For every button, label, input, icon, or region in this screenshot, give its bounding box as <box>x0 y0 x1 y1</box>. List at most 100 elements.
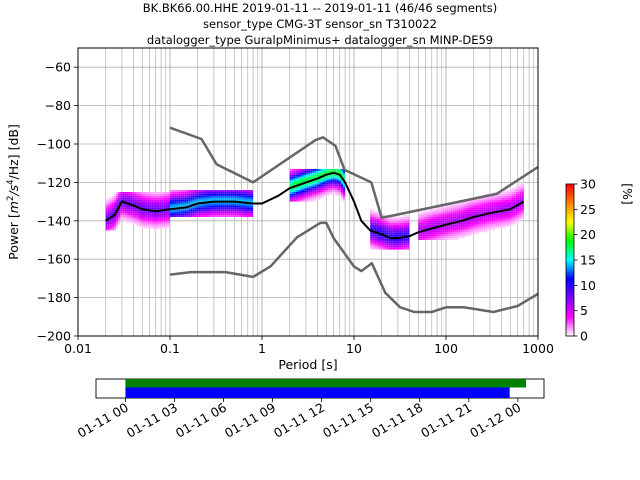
density-cell <box>422 238 425 240</box>
density-cell <box>186 213 189 216</box>
density-cell <box>176 203 179 206</box>
density-cell <box>116 195 119 198</box>
density-cell <box>407 232 410 235</box>
density-cell <box>240 192 243 194</box>
density-cell <box>136 201 139 204</box>
density-cell <box>120 197 123 200</box>
density-cell <box>163 205 166 208</box>
density-cell <box>376 216 379 219</box>
density-cell <box>136 197 139 200</box>
density-cell <box>462 234 465 237</box>
density-cell <box>124 211 127 214</box>
density-cell <box>434 216 437 219</box>
density-cell <box>401 238 404 240</box>
density-cell <box>186 192 189 194</box>
density-cell <box>291 180 294 183</box>
density-cell <box>446 224 449 227</box>
density-cell <box>299 170 303 173</box>
density-cell <box>464 232 467 235</box>
density-cell <box>370 245 373 248</box>
density-cell <box>149 218 152 221</box>
density-cell <box>109 201 112 204</box>
density-cell <box>186 203 189 206</box>
density-cell <box>517 184 520 187</box>
density-cell <box>519 186 522 189</box>
density-cell <box>236 213 239 216</box>
density-cell <box>332 174 335 177</box>
density-cell <box>234 211 237 214</box>
density-cell <box>234 197 237 200</box>
density-cell <box>418 234 421 237</box>
density-cell <box>503 195 506 198</box>
density-cell <box>153 192 156 194</box>
density-cell <box>436 234 439 237</box>
density-cell <box>178 193 181 196</box>
density-cell <box>206 207 209 210</box>
density-cell <box>226 195 229 198</box>
density-cell <box>392 220 395 223</box>
density-cell <box>479 216 482 219</box>
density-cell <box>466 228 469 231</box>
density-cell <box>464 203 467 206</box>
density-cell <box>312 190 315 192</box>
density-cell <box>503 205 506 208</box>
density-cell <box>448 236 451 239</box>
density-cell <box>426 234 429 237</box>
density-cell <box>220 205 223 208</box>
density-cell <box>306 176 309 179</box>
density-cell <box>111 209 114 212</box>
density-cell <box>491 199 494 202</box>
density-cell <box>208 207 211 210</box>
density-cell <box>251 199 254 202</box>
density-cell <box>126 211 129 214</box>
density-cell <box>172 201 175 204</box>
density-cell <box>446 220 449 223</box>
density-cell <box>165 203 168 206</box>
density-cell <box>452 207 455 210</box>
density-cell <box>436 215 439 217</box>
density-cell <box>151 215 154 217</box>
density-cell <box>212 207 215 210</box>
density-cell <box>238 207 241 210</box>
density-cell <box>151 203 154 206</box>
density-cell <box>184 192 187 194</box>
density-cell <box>477 222 480 225</box>
density-cell <box>432 209 435 212</box>
density-cell <box>487 226 490 229</box>
density-cell <box>374 211 377 214</box>
density-cell <box>312 168 315 171</box>
density-cell <box>176 193 179 196</box>
density-cell <box>118 203 121 206</box>
density-cell <box>188 213 191 216</box>
density-cell <box>291 192 294 194</box>
density-cell <box>418 224 421 227</box>
density-cell <box>214 209 217 212</box>
density-cell <box>111 228 114 231</box>
density-cell <box>422 215 425 217</box>
density-cell <box>432 224 435 227</box>
density-cell <box>157 224 160 227</box>
density-cell <box>405 232 408 235</box>
density-cell <box>481 226 484 229</box>
density-cell <box>475 211 478 214</box>
density-cell <box>128 216 131 219</box>
density-cell <box>314 188 317 191</box>
density-cell <box>456 232 459 235</box>
density-cell <box>312 174 315 177</box>
density-cell <box>200 207 203 210</box>
density-cell <box>194 199 197 202</box>
density-cell <box>143 193 146 196</box>
density-cell <box>153 222 156 225</box>
density-cell <box>509 193 512 196</box>
density-cell <box>240 203 243 206</box>
density-cell <box>456 209 459 212</box>
density-cell <box>184 199 187 202</box>
density-cell <box>434 215 437 217</box>
density-cell <box>432 238 435 240</box>
density-cell <box>308 172 311 175</box>
density-cell <box>450 234 453 237</box>
density-cell <box>493 203 496 206</box>
density-cell <box>511 190 514 192</box>
density-cell <box>293 180 296 183</box>
density-cell <box>222 209 225 212</box>
